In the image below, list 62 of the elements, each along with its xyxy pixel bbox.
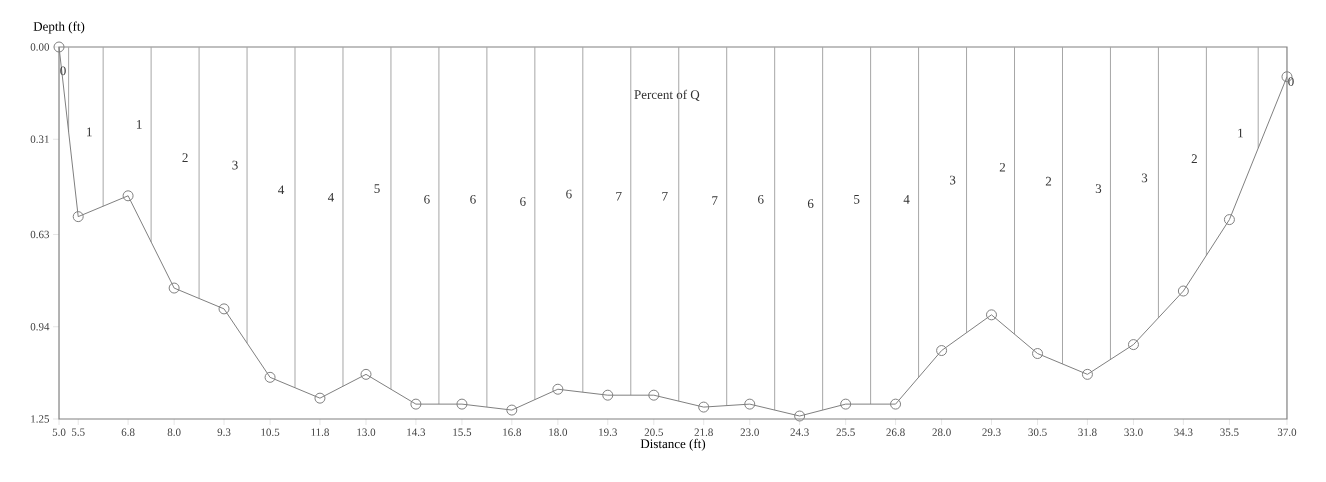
y-tick-label: 0.94 [30, 323, 50, 331]
annotation: 6 [470, 195, 476, 204]
annotation: 4 [327, 192, 335, 202]
x-tick-label: 26.8 [886, 428, 905, 436]
y-tick-label: 0.00 [30, 43, 50, 51]
annotation: 5 [374, 184, 380, 193]
x-tick-label: 21.8 [694, 428, 713, 436]
annotation: 3 [1141, 173, 1148, 183]
x-tick-label: 30.5 [1028, 428, 1047, 436]
x-tick-label: 16.8 [503, 428, 522, 436]
y-axis-title: Depth (ft) [33, 21, 85, 34]
x-tick-label: 13.0 [357, 428, 376, 436]
annotation: 1 [87, 127, 92, 137]
annotation: 4 [278, 185, 285, 194]
x-tick-label: 28.0 [932, 428, 951, 436]
annotation: 3 [1095, 184, 1102, 194]
annotation: 0 [60, 66, 66, 76]
x-tick-label: 5.0 [52, 428, 66, 436]
y-tick-label: 1.25 [31, 415, 50, 423]
annotation: 1 [1238, 128, 1243, 138]
x-tick-label: 10.5 [261, 428, 280, 436]
x-tick-label: 25.5 [836, 428, 855, 436]
x-tick-label: 29.3 [982, 428, 1001, 436]
annotation: 6 [758, 195, 764, 204]
annotation: 2 [1191, 154, 1197, 163]
x-tick-label: 9.3 [217, 428, 231, 436]
annotation: 6 [520, 197, 526, 206]
x-tick-label: 23.0 [740, 428, 759, 436]
annotation: 3 [232, 160, 238, 170]
x-tick-label: 33.0 [1124, 428, 1143, 436]
x-tick-label: 14.3 [407, 428, 426, 436]
x-tick-label: 34.3 [1174, 428, 1193, 436]
annotation: 2 [1045, 176, 1052, 186]
annotation: 7 [616, 191, 622, 201]
annotation: 2 [182, 153, 188, 162]
annotation: 7 [662, 191, 668, 201]
annotation: 4 [903, 195, 910, 204]
x-tick-label: 11.8 [311, 428, 329, 436]
x-tick-label: 15.5 [453, 428, 472, 436]
x-tick-label: 35.5 [1220, 428, 1239, 436]
y-tick-label: 0.63 [30, 230, 50, 239]
x-axis-title: Distance (ft) [640, 438, 706, 451]
annotation: 6 [424, 195, 430, 204]
y-tick-label: 0.31 [30, 135, 49, 143]
text: 0 [1288, 77, 1294, 86]
annotation: 6 [807, 199, 814, 209]
annotation: 6 [566, 189, 572, 199]
x-tick-label: 20.5 [644, 428, 663, 436]
annotation: 1 [136, 120, 142, 129]
x-tick-label: 31.8 [1078, 428, 1097, 436]
annotation: 2 [999, 162, 1006, 172]
x-tick-label: 37.0 [1277, 428, 1297, 436]
annotation: 7 [712, 196, 718, 205]
x-tick-label: 8.0 [167, 428, 181, 436]
x-tick-label: 6.8 [121, 428, 135, 436]
x-tick-label: 24.3 [790, 428, 809, 436]
annotation: Percent of Q [634, 89, 700, 101]
annotation: 3 [949, 175, 956, 185]
x-tick-label: 18.0 [549, 428, 568, 436]
x-tick-label: 5.5 [71, 428, 85, 436]
x-tick-label: 19.3 [599, 428, 617, 436]
annotation: 5 [854, 195, 860, 204]
